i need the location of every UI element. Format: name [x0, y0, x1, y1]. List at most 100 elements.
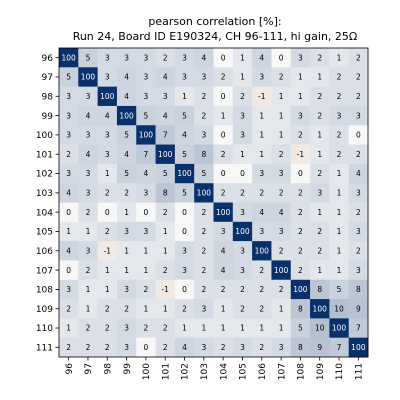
cell-value-label: 4: [259, 53, 264, 62]
heatmap-cell: [97, 144, 118, 165]
cell-value-label: 100: [177, 169, 192, 178]
cell-value-label: 0: [279, 53, 284, 62]
cell-value-label: 100: [332, 324, 347, 333]
heatmap-cell: [116, 241, 137, 261]
heatmap-cell: [174, 144, 195, 165]
cell-value-label: 100: [197, 189, 212, 198]
heatmap-cell: [329, 86, 350, 107]
heatmap-cell: [116, 337, 137, 358]
x-tick-label: 111: [355, 363, 365, 380]
cell-value-label: 3: [182, 246, 187, 255]
heatmap-cell: [232, 48, 253, 68]
cell-value-label: 2: [279, 285, 284, 294]
cell-value-label: 1: [317, 150, 322, 159]
cell-value-label: 4: [356, 169, 361, 178]
cell-value-label: 4: [124, 150, 129, 159]
cell-value-label: 3: [182, 266, 187, 275]
y-tick-label: 107: [36, 266, 53, 276]
heatmap-cell: [290, 144, 311, 165]
heatmap-cell: [213, 318, 234, 339]
cell-value-label: 5: [144, 111, 149, 120]
heatmap-cell: [78, 163, 99, 184]
cell-value-label: 2: [201, 285, 206, 294]
heatmap-cell: [59, 299, 79, 319]
y-tick-label: 98: [42, 92, 54, 102]
heatmap-cell: [174, 163, 195, 184]
heatmap-cell: [136, 125, 156, 145]
heatmap-cell: [348, 125, 369, 145]
cell-value-label: 1: [298, 92, 303, 101]
cell-value-label: 1: [124, 246, 129, 255]
heatmap-cell: [310, 67, 330, 88]
cell-value-label: 3: [86, 189, 91, 198]
heatmap-cell: [290, 260, 311, 281]
heatmap-cell: [174, 241, 195, 261]
cell-value-label: 100: [255, 246, 270, 255]
heatmap-cell: [329, 163, 350, 184]
heatmap-cell: [174, 299, 195, 319]
chart-title: pearson correlation [%]:: [148, 15, 281, 28]
heatmap-cell: [348, 67, 369, 88]
heatmap-cell: [97, 183, 118, 203]
cell-value-label: 1: [105, 285, 110, 294]
x-tick-label: 110: [335, 363, 345, 380]
heatmap-cell: [174, 48, 195, 68]
cell-value-label: 2: [259, 189, 264, 198]
x-tick-label: 108: [297, 363, 307, 380]
heatmap-cell: [213, 48, 234, 68]
cell-value-label: 2: [182, 304, 187, 313]
heatmap-cell: [97, 337, 118, 358]
heatmap-cell: [155, 48, 176, 68]
x-tick-label: 98: [103, 363, 113, 375]
cell-value-label: 2: [279, 189, 284, 198]
cell-value-label: 5: [66, 73, 71, 82]
heatmap-cell: [213, 337, 234, 358]
heatmap-cell: [213, 241, 234, 261]
cell-value-label: 0: [144, 343, 149, 352]
heatmap-cell: [252, 183, 272, 203]
cell-value-label: 8: [317, 285, 322, 294]
heatmap-cell: [78, 299, 99, 319]
cell-value-label: 0: [221, 92, 226, 101]
heatmap-cell: [271, 260, 292, 281]
heatmap-cell: [194, 260, 214, 281]
cell-value-label: 4: [86, 150, 91, 159]
heatmap-cell: [155, 279, 176, 300]
heatmap-cell: [213, 163, 234, 184]
cell-value-label: 2: [201, 227, 206, 236]
heatmap-cell: [97, 318, 118, 339]
cell-value-label: 5: [182, 111, 187, 120]
cell-value-label: 2: [337, 150, 342, 159]
heatmap-cell: [155, 67, 176, 88]
cell-value-label: 2: [163, 53, 168, 62]
cell-value-label: 3: [279, 227, 284, 236]
cell-value-label: 3: [201, 73, 206, 82]
cell-value-label: 4: [124, 92, 129, 101]
cell-value-label: 5: [337, 285, 342, 294]
cell-value-label: 3: [86, 92, 91, 101]
heatmap-cell: [348, 260, 369, 281]
y-tick-label: 100: [36, 131, 53, 141]
heatmap-cell: [59, 202, 79, 223]
cell-value-label: 2: [105, 189, 110, 198]
heatmap-cell: [310, 86, 330, 107]
heatmap-cell: [155, 163, 176, 184]
heatmap-cell: [271, 279, 292, 300]
heatmap-cell: [348, 299, 369, 319]
heatmap-cell: [290, 241, 311, 261]
heatmap-cell: [59, 86, 79, 107]
heatmap-cell: [116, 299, 137, 319]
cell-value-label: 2: [317, 246, 322, 255]
heatmap-cell: [194, 183, 214, 203]
cell-value-label: 1: [279, 92, 284, 101]
cell-value-label: 0: [298, 169, 303, 178]
heatmap-cell: [136, 144, 156, 165]
heatmap-cell: [78, 48, 99, 68]
heatmap-cell: [59, 105, 79, 126]
heatmap-cell: [194, 202, 214, 223]
cell-value-label: 1: [86, 285, 91, 294]
heatmap-cell: [252, 86, 272, 107]
cell-value-label: 2: [259, 304, 264, 313]
cell-value-label: 1: [124, 266, 129, 275]
heatmap-cell: [194, 299, 214, 319]
